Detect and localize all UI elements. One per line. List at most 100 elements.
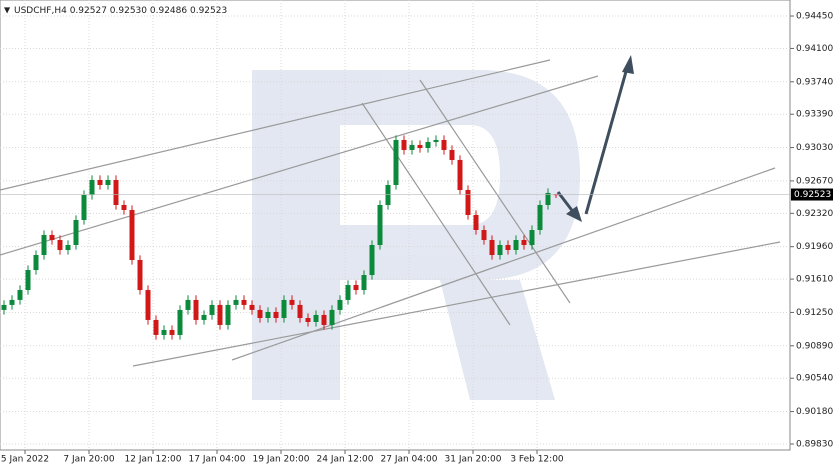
header-arrow: ▼	[4, 6, 11, 15]
candle-body	[161, 329, 167, 335]
candle-body	[41, 235, 47, 256]
watermark	[252, 70, 580, 400]
y-tick-label: 0.90180	[796, 407, 833, 417]
x-tick-label: 19 Jan 20:00	[253, 455, 310, 465]
candle-body	[121, 204, 127, 210]
candle-body	[1, 304, 7, 310]
candle-body	[321, 314, 327, 325]
candle-body	[201, 314, 207, 320]
y-tick-label: 0.94450	[796, 12, 833, 22]
candle-body	[457, 159, 463, 190]
candle-body	[185, 299, 191, 310]
y-tick-label: 0.90890	[796, 341, 833, 351]
x-tick-label: 7 Jan 20:00	[63, 455, 115, 465]
candle-body	[369, 245, 375, 276]
symbol: USDCHF,H4	[14, 6, 67, 16]
y-tick-label: 0.89830	[796, 439, 833, 449]
x-tick-label: 5 Jan 2022	[1, 455, 49, 465]
candle-body	[417, 144, 423, 149]
low-value: 0.92486	[150, 6, 187, 16]
candle-body	[89, 179, 95, 195]
candle-body	[169, 329, 175, 335]
candle-body	[465, 189, 471, 215]
y-tick-label: 0.91960	[796, 242, 833, 252]
candle-body	[385, 184, 391, 205]
candle-body	[129, 209, 135, 261]
candle-body	[329, 309, 335, 325]
y-tick-label: 0.92670	[796, 176, 833, 186]
candle-body	[281, 299, 287, 319]
candle-body	[473, 214, 479, 231]
candle-body	[401, 139, 407, 150]
y-tick-label: 0.92320	[796, 209, 833, 219]
last-price-label: 0.92523	[794, 190, 831, 200]
candle-body	[337, 299, 343, 310]
candle-body	[105, 179, 111, 185]
candle-body	[345, 285, 351, 300]
header: USDCHF,H4 0.92527 0.92530 0.92486 0.9252…	[14, 6, 227, 16]
candle-body	[441, 139, 447, 150]
high-value: 0.92530	[110, 6, 147, 16]
candle-body	[73, 219, 79, 246]
candle-body	[57, 240, 63, 251]
candle-body	[33, 255, 39, 271]
candle-body	[193, 299, 199, 320]
candle-body	[481, 230, 487, 241]
candle-body	[17, 290, 23, 300]
candle-body	[249, 304, 255, 310]
candle-body	[65, 245, 71, 251]
forecast-arrows	[556, 55, 634, 222]
candle-body	[433, 139, 439, 143]
y-tick-label: 0.90540	[796, 374, 833, 384]
y-tick-label: 0.91610	[796, 275, 833, 285]
candle-body	[545, 192, 551, 205]
candle-body	[353, 285, 359, 291]
candle-body	[97, 179, 103, 185]
candle-body	[209, 304, 215, 315]
candle-body	[153, 319, 159, 335]
y-tick-label: 0.94100	[796, 44, 833, 54]
candle-body	[425, 142, 431, 149]
candle-body	[241, 299, 247, 305]
candle-body	[49, 235, 55, 241]
last-price-box	[791, 188, 833, 201]
candle-body	[393, 139, 399, 185]
x-tick-label: 12 Jan 12:00	[125, 455, 182, 465]
candle-body	[265, 311, 271, 319]
candle-body	[297, 304, 303, 319]
trend-lines	[0, 59, 781, 367]
candle-body	[377, 204, 383, 246]
candle-body	[113, 179, 119, 205]
candle-body	[505, 245, 511, 251]
candle-body	[529, 230, 535, 246]
grid	[0, 0, 790, 450]
candle-body	[137, 260, 143, 291]
candle-body	[217, 304, 223, 325]
candle-body	[449, 149, 455, 160]
y-tick-label: 0.93390	[796, 110, 833, 120]
candle-body	[289, 299, 295, 305]
close-value: 0.92523	[190, 6, 227, 16]
candle-body	[273, 311, 279, 319]
candle-body	[361, 275, 367, 291]
candle-body	[489, 240, 495, 256]
candle-body	[313, 314, 319, 322]
x-tick-label: 31 Jan 20:00	[445, 455, 502, 465]
candles	[1, 135, 559, 340]
candle-body	[257, 309, 263, 319]
candle-body	[177, 309, 183, 335]
candle-body	[513, 240, 519, 251]
x-tick-label: 27 Jan 04:00	[381, 455, 438, 465]
candle-body	[521, 240, 527, 246]
candle-body	[81, 194, 87, 220]
candle-body	[145, 290, 151, 320]
y-tick-label: 0.93030	[796, 143, 833, 153]
open-value: 0.92527	[70, 6, 107, 16]
y-tick-label: 0.93740	[796, 77, 833, 87]
candle-body	[497, 245, 503, 256]
candle-body	[225, 304, 231, 325]
candle-body	[305, 318, 311, 322]
candle-body	[409, 144, 415, 150]
